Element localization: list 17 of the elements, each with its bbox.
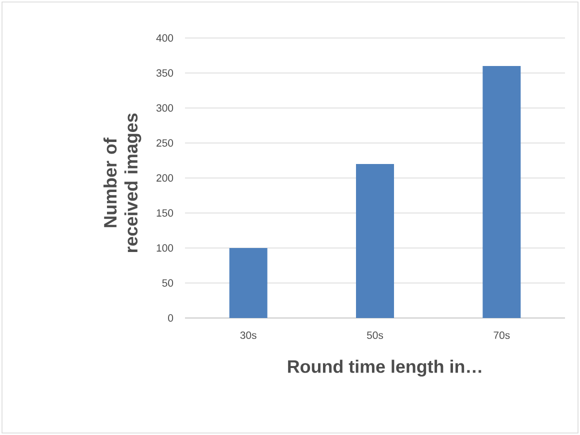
y-tick-label: 300 (156, 104, 174, 112)
y-tick-label: 100 (156, 244, 174, 252)
y-tick-label: 0 (168, 314, 174, 322)
x-tick-label: 70s (494, 332, 510, 339)
y-tick-label: 200 (156, 174, 174, 182)
y-tick-label: 150 (156, 209, 174, 217)
bar (482, 66, 521, 318)
y-tick-label: 50 (162, 279, 174, 287)
x-axis-title: Round time length in… (288, 360, 482, 377)
y-axis-title: Number of received images (103, 113, 142, 252)
y-tick-label: 250 (156, 139, 174, 147)
y-tick-label: 350 (156, 69, 174, 77)
bar (229, 248, 268, 318)
x-tick-label: 50s (366, 332, 384, 339)
y-tick-label: 400 (156, 34, 174, 42)
bar (356, 164, 394, 318)
x-tick-label: 30s (240, 332, 256, 339)
